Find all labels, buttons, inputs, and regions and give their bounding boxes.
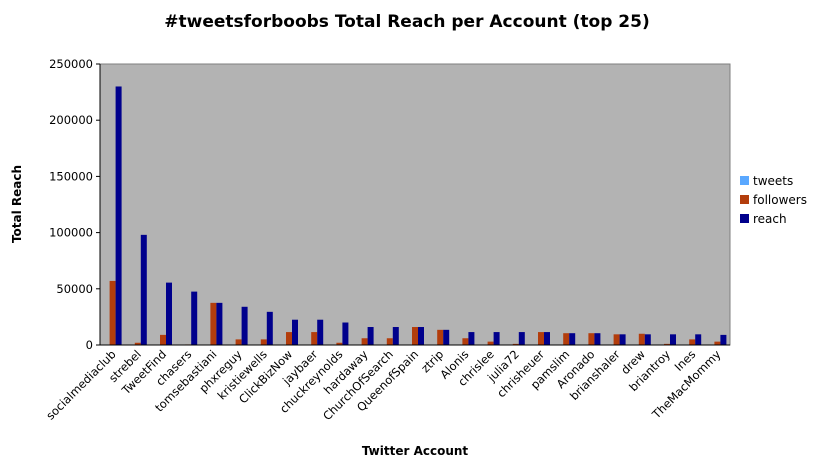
bar-followers-Alonis	[462, 338, 469, 345]
legend-swatch-followers	[740, 195, 749, 204]
bar-followers-drew	[638, 333, 645, 345]
bar-followers-chuckreynolds	[336, 342, 343, 345]
bar-reach-Ines	[695, 334, 702, 345]
bar-followers-Ines	[689, 339, 696, 345]
plot-area	[99, 63, 731, 346]
bar-reach-socialmediaclub	[115, 86, 122, 345]
y-tick-label: 250000	[49, 57, 93, 71]
bar-reach-chrislee	[493, 332, 500, 345]
bar-followers-tomsebastiani	[210, 302, 217, 345]
bar-reach-hardaway	[367, 327, 374, 345]
bar-reach-chrisheuer	[544, 332, 550, 345]
bar-followers-chrislee	[487, 341, 494, 345]
x-axis: socialmediaclubstrebelTweetFindchasersto…	[43, 344, 730, 423]
y-tick-label: 50000	[56, 282, 93, 296]
bar-reach-phxreguy	[241, 306, 248, 345]
bar-followers-kristiewells	[260, 339, 267, 345]
legend-label-followers: followers	[753, 193, 807, 207]
bar-followers-briantroy	[664, 343, 670, 345]
bar-followers-Aronado	[588, 333, 595, 345]
bar-followers-ChurchOfSearch	[386, 338, 393, 345]
bar-followers-ztrip	[437, 329, 444, 345]
chart-title: #tweetsforboobs Total Reach per Account …	[164, 12, 649, 32]
bars-group	[103, 86, 727, 345]
bar-followers-phxreguy	[235, 339, 242, 345]
bar-reach-chuckreynolds	[342, 322, 349, 345]
x-axis-title: Twitter Account	[362, 444, 469, 458]
bar-reach-chasers	[191, 291, 198, 345]
legend-label-tweets: tweets	[753, 174, 793, 188]
y-tick-label: 200000	[49, 113, 93, 127]
bar-reach-strebel	[140, 234, 147, 345]
y-axis-title: Total Reach	[10, 165, 24, 243]
bar-reach-Alonis	[468, 332, 475, 345]
bar-followers-jaybaer	[311, 332, 318, 345]
bar-followers-socialmediaclub	[109, 280, 116, 345]
bar-followers-QueenofSpain	[412, 327, 418, 345]
x-tick-label: socialmediaclub	[43, 347, 118, 422]
y-axis: 0 50000 100000 150000 200000 250000	[49, 57, 101, 352]
bar-reach-TheMacMommy	[720, 334, 727, 345]
bar-followers-TweetFind	[160, 334, 166, 345]
bar-followers-TheMacMommy	[714, 341, 721, 345]
y-tick-label: 0	[86, 338, 93, 352]
bar-reach-ClickBizNow	[292, 319, 298, 345]
bar-reach-julia72	[518, 332, 525, 345]
bar-followers-julia72	[512, 343, 519, 345]
bar-reach-pamslim	[569, 333, 576, 345]
bar-reach-QueenofSpain	[418, 327, 424, 345]
bar-reach-briantroy	[670, 334, 676, 345]
bar-reach-tomsebastiani	[216, 302, 223, 345]
bar-followers-brianshaler	[613, 334, 620, 345]
bar-reach-jaybaer	[317, 319, 324, 345]
bar-followers-hardaway	[361, 338, 368, 345]
y-tick-label: 150000	[49, 169, 93, 183]
legend-label-reach: reach	[753, 212, 787, 226]
bar-reach-ztrip	[443, 329, 450, 345]
legend-swatch-tweets	[740, 176, 749, 185]
legend-swatch-reach	[740, 214, 749, 223]
bar-reach-drew	[644, 334, 651, 345]
bar-reach-brianshaler	[619, 334, 626, 345]
legend: tweets followers reach	[740, 174, 807, 226]
bar-reach-kristiewells	[266, 311, 273, 345]
bar-reach-ChurchOfSearch	[392, 327, 399, 345]
bar-followers-strebel	[134, 342, 141, 345]
bar-followers-pamslim	[563, 333, 570, 345]
bar-followers-ClickBizNow	[286, 332, 292, 345]
bar-reach-TweetFind	[166, 282, 172, 345]
bar-reach-Aronado	[594, 333, 601, 345]
y-tick-label: 100000	[49, 226, 93, 240]
bar-followers-chrisheuer	[538, 332, 544, 345]
